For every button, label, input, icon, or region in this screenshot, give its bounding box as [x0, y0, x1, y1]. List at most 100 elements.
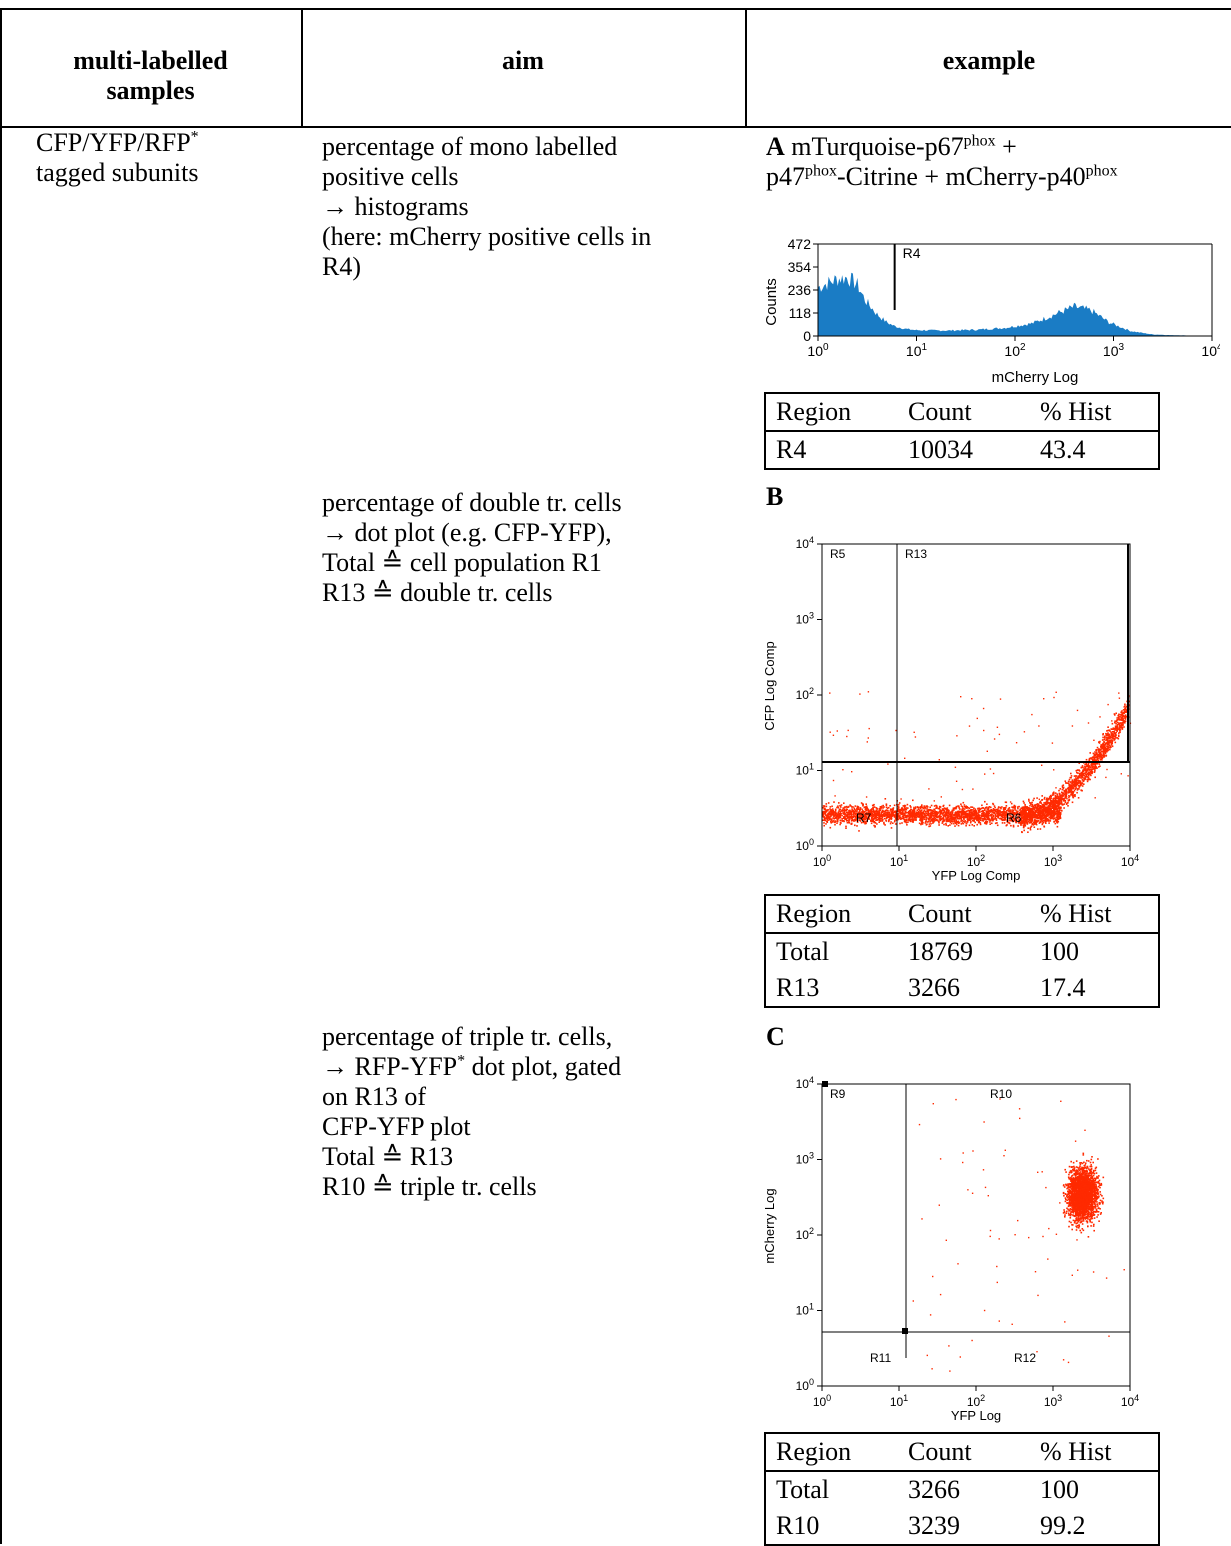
data-point	[880, 806, 882, 808]
x-tick-label: 100	[813, 853, 831, 869]
data-point	[1030, 812, 1032, 814]
data-point	[822, 807, 824, 809]
data-point	[876, 807, 878, 809]
data-point	[828, 819, 830, 821]
data-point	[1121, 726, 1123, 728]
data-point	[1105, 747, 1107, 749]
data-point	[976, 824, 978, 826]
data-point	[1107, 730, 1109, 732]
data-point	[1082, 769, 1084, 771]
data-point	[1076, 1229, 1078, 1231]
data-point	[1052, 802, 1054, 804]
data-point	[886, 803, 888, 805]
data-point	[944, 811, 946, 813]
data-point	[1119, 698, 1120, 699]
data-point	[1115, 742, 1117, 744]
data-point	[834, 815, 836, 817]
data-point	[912, 800, 914, 802]
data-point	[908, 815, 910, 817]
data-point	[994, 738, 995, 739]
data-point	[937, 811, 939, 813]
data-point	[1115, 725, 1117, 727]
data-point	[859, 693, 860, 694]
data-point	[905, 805, 907, 807]
data-point	[1039, 812, 1041, 814]
data-point	[837, 805, 839, 807]
data-point	[1040, 828, 1042, 830]
data-point	[939, 806, 941, 808]
data-point	[964, 821, 966, 823]
data-point	[1115, 727, 1117, 729]
data-point	[848, 730, 849, 731]
data-point	[830, 827, 832, 829]
header-samples-line1: multi-labelled	[0, 46, 301, 76]
data-point	[1030, 827, 1032, 829]
data-point	[1099, 1191, 1101, 1193]
data-point	[838, 812, 840, 814]
data-point	[842, 820, 844, 822]
data-point	[825, 823, 827, 825]
data-point	[872, 819, 874, 821]
data-point	[838, 802, 840, 804]
data-point	[1098, 750, 1100, 752]
data-point	[927, 811, 929, 813]
data-point	[826, 810, 828, 812]
data-point	[931, 813, 933, 815]
data-point	[1102, 739, 1104, 741]
data-point	[830, 732, 831, 733]
data-point	[831, 806, 833, 808]
col-border-left	[0, 8, 2, 1544]
data-point	[966, 807, 968, 809]
data-point	[1028, 799, 1030, 801]
data-point	[1086, 779, 1088, 781]
data-point	[1078, 782, 1080, 784]
data-point	[929, 823, 931, 825]
data-point	[1015, 806, 1017, 808]
data-point	[882, 817, 884, 819]
data-point	[1036, 815, 1038, 817]
data-point	[1050, 799, 1052, 801]
data-point	[1111, 733, 1113, 735]
data-point	[990, 820, 992, 822]
data-point	[934, 809, 936, 811]
data-point	[909, 812, 911, 814]
data-point	[1077, 788, 1079, 790]
x-tick-label: 103	[1103, 342, 1125, 359]
data-point	[849, 812, 851, 814]
data-point	[1123, 709, 1125, 711]
data-point	[824, 805, 826, 807]
data-point	[885, 812, 887, 814]
data-point	[1066, 803, 1068, 805]
data-point	[1053, 792, 1055, 794]
data-point	[838, 807, 840, 809]
data-point	[1123, 720, 1125, 722]
data-point	[1091, 1222, 1093, 1224]
data-point	[823, 811, 825, 813]
data-point	[828, 816, 830, 818]
data-point	[829, 813, 831, 815]
data-point	[980, 822, 982, 824]
data-point	[1107, 732, 1109, 734]
data-point	[930, 823, 932, 825]
data-point	[1043, 810, 1045, 812]
data-point	[1003, 812, 1005, 814]
y-axis-label: CFP Log Comp	[762, 641, 777, 730]
data-point	[1104, 736, 1106, 738]
data-point	[964, 808, 966, 810]
data-point	[1044, 798, 1046, 800]
data-point	[1084, 770, 1086, 772]
data-point	[947, 825, 949, 827]
data-point	[823, 814, 825, 816]
data-point	[839, 809, 841, 811]
data-point	[918, 811, 920, 813]
data-point	[884, 811, 886, 813]
data-point	[1091, 1156, 1093, 1158]
data-point	[830, 806, 832, 808]
data-point	[1074, 786, 1076, 788]
data-point	[1115, 736, 1117, 738]
data-point	[1071, 783, 1073, 785]
data-point	[1035, 822, 1037, 824]
data-point	[925, 806, 927, 808]
data-point	[1067, 782, 1069, 784]
data-point	[1091, 773, 1093, 775]
